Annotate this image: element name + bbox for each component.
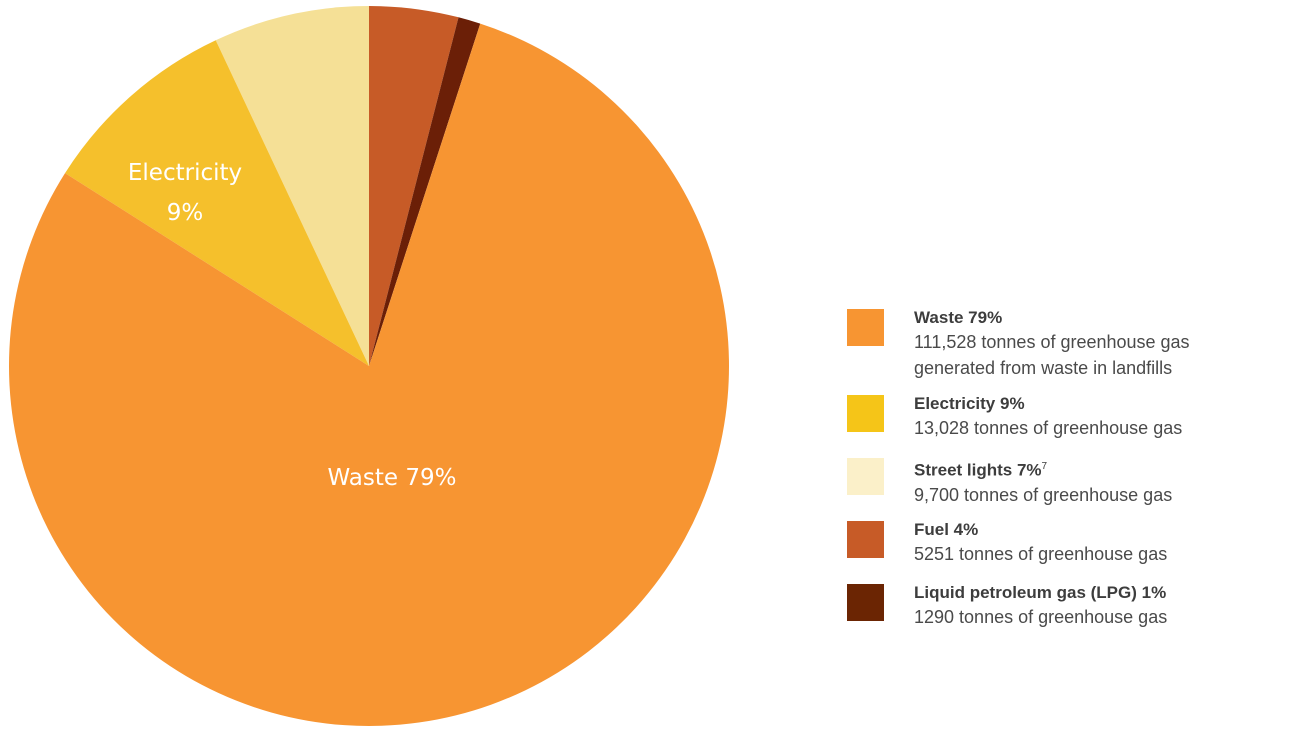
legend-title-waste: Waste 79% <box>914 308 1003 327</box>
legend-desc-lpg: 1290 tonnes of greenhouse gas <box>914 607 1168 627</box>
pie-slice-fuel <box>369 6 459 366</box>
legend-swatch-electricity <box>847 395 884 432</box>
legend-swatch-lpg <box>847 584 884 621</box>
legend-text-waste: Waste 79% 111,528 tonnes of greenhouse g… <box>914 305 1190 381</box>
slice-label-waste: Waste 79% <box>328 465 457 491</box>
legend: Waste 79% 111,528 tonnes of greenhouse g… <box>847 305 1297 643</box>
slice-label-electricity-pct: 9% <box>167 200 204 226</box>
legend-item-waste: Waste 79% 111,528 tonnes of greenhouse g… <box>847 305 1297 391</box>
legend-title-fuel: Fuel 4% <box>914 520 979 539</box>
legend-desc-electricity: 13,028 tonnes of greenhouse gas <box>914 418 1183 438</box>
legend-swatch-fuel <box>847 521 884 558</box>
pie-slice-street-lights <box>215 6 369 366</box>
legend-text-lpg: Liquid petroleum gas (LPG) 1% 1290 tonne… <box>914 580 1167 630</box>
pie-chart: Waste 79% Electricity 9% <box>8 6 730 727</box>
legend-title-street-lights: Street lights 7%7 <box>914 456 1172 482</box>
legend-text-fuel: Fuel 4% 5251 tonnes of greenhouse gas <box>914 517 1167 567</box>
legend-desc-waste-line2: generated from waste in landfills <box>914 358 1173 378</box>
legend-item-lpg: Liquid petroleum gas (LPG) 1% 1290 tonne… <box>847 580 1297 643</box>
legend-swatch-waste <box>847 309 884 346</box>
legend-title-street-lights-text: Street lights 7% <box>914 460 1042 480</box>
pie-slice-electricity <box>65 40 370 366</box>
legend-title-lpg: Liquid petroleum gas (LPG) 1% <box>914 583 1167 602</box>
legend-swatch-street-lights <box>847 458 884 495</box>
slice-label-electricity-name: Electricity <box>128 160 242 186</box>
footnote-marker: 7 <box>1041 461 1048 472</box>
legend-item-street-lights: Street lights 7%7 9,700 tonnes of greenh… <box>847 454 1297 517</box>
legend-title-electricity: Electricity 9% <box>914 394 1025 413</box>
legend-desc-waste-line1: 111,528 tonnes of greenhouse gas <box>914 332 1190 352</box>
legend-item-fuel: Fuel 4% 5251 tonnes of greenhouse gas <box>847 517 1297 580</box>
legend-text-electricity: Electricity 9% 13,028 tonnes of greenhou… <box>914 391 1182 441</box>
legend-item-electricity: Electricity 9% 13,028 tonnes of greenhou… <box>847 391 1297 454</box>
legend-desc-street-lights: 9,700 tonnes of greenhouse gas <box>914 484 1173 505</box>
pie-slices <box>8 6 730 727</box>
legend-text-street-lights: Street lights 7%7 9,700 tonnes of greenh… <box>914 454 1172 508</box>
pie-slice-liquid-petroleum-gas-lpg <box>369 17 481 367</box>
pie-slice-waste <box>8 23 730 727</box>
legend-desc-fuel: 5251 tonnes of greenhouse gas <box>914 544 1168 564</box>
